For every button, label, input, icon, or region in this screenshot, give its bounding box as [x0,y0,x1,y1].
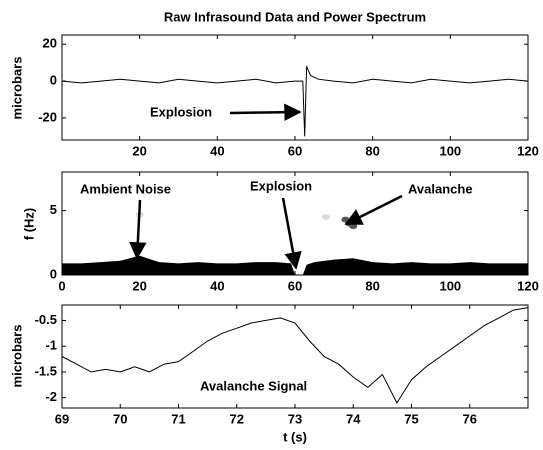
x-tick-label: 100 [439,278,461,293]
y-axis-label: microbars [9,57,24,120]
y-tick-label: 0 [50,266,57,281]
annotation: Explosion [150,104,212,119]
arrow [281,197,302,270]
x-tick-label: 60 [288,143,302,158]
x-tick-label: 76 [463,411,477,426]
noise-band [62,255,528,275]
annotation: Avalanche [408,181,473,196]
y-tick-label: -2 [45,389,57,404]
x-tick-label: 75 [404,411,418,426]
x-tick-label: 80 [365,143,379,158]
annotation: Explosion [250,178,312,193]
y-tick-label: 20 [43,36,57,51]
x-tick-label: 80 [365,278,379,293]
x-tick-label: 69 [55,411,69,426]
x-tick-label: 120 [517,278,539,293]
x-tick-label: 20 [132,143,146,158]
y-tick-label: 0 [50,72,57,87]
y-tick-label: -20 [38,109,57,124]
y-tick-label: -1.5 [35,363,57,378]
arrow [229,103,302,121]
spectral-spot [349,223,358,230]
arrow [344,194,403,226]
y-axis-label: microbars [9,325,24,388]
arrow [129,199,147,260]
x-tick-label: 40 [210,278,224,293]
x-tick-label: 0 [58,278,65,293]
annotation: Avalanche Signal [200,378,307,393]
spectral-spot [322,214,331,221]
x-tick-label: 40 [210,143,224,158]
marks: 20 40 60 80 100 120 -20 0 20 0 20 40 60 80 100 120 0 5 69 7… [35,34,539,426]
x-tick-label: 120 [517,143,539,158]
x-tick-label: 72 [230,411,244,426]
x-tick-label: 74 [346,411,361,426]
chart-title: Raw Infrasound Data and Power Spectrum [164,9,426,24]
x-axis-label: t (s) [283,429,307,444]
line [61,307,529,404]
y-axis-label: f (Hz) [21,208,36,241]
x-tick-label: 60 [288,278,302,293]
annotation: Ambient Noise [80,181,171,196]
y-tick-label: -0.5 [35,312,57,327]
y-tick-label: 5 [50,202,57,217]
annotations: Explosion Ambient Noise Explosion Avalan… [80,103,473,393]
x-tick-label: 100 [439,143,461,158]
x-tick-label: 20 [132,278,146,293]
x-tick-label: 70 [113,411,127,426]
x-tick-label: 71 [171,411,185,426]
x-tick-label: 73 [288,411,302,426]
y-tick-label: -1 [45,338,57,353]
line [61,66,529,137]
axes-frame [61,34,529,141]
